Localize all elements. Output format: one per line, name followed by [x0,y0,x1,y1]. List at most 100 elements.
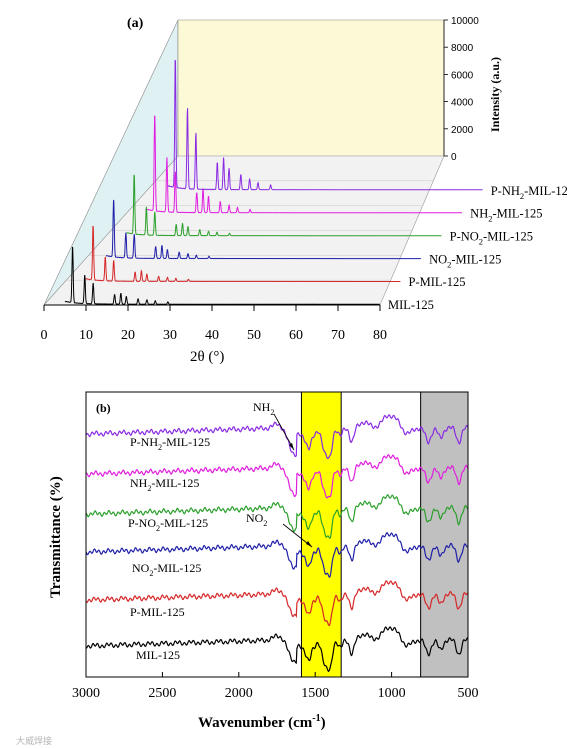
wavenumber-axis-title: Wavenumber (cm-1) [198,713,326,731]
xrd-series-label-part: -MIL-125 [524,184,567,198]
ftir-series-label: P-MIL-125 [130,605,185,619]
xrd-series-label-part: P-NO [450,229,479,243]
xrd-series-label-part: -MIL-125 [451,252,501,266]
xrd-series-label-sub: 2 [447,259,451,269]
ftir-highlight-bands [300,391,469,678]
xrd-series-label: P-MIL-125 [409,275,466,289]
ftir-series-label: P-NH2-MIL-125 [130,435,210,452]
ftir-series-label-part: -MIL-125 [162,435,210,449]
two-theta-axis-title: 2θ (°) [190,349,224,365]
xrd-series-line [64,246,380,305]
xrd-series-line [146,115,462,214]
wavenumber-tick-label: 2500 [148,686,176,701]
wavenumber-axis-title-text: Wavenumber (cm [198,715,313,731]
xrd-back-wall [177,19,445,157]
xrd-series-label: P-NH2-MIL-125 [491,184,567,201]
wavenumber-tick-label: 1000 [378,686,406,701]
ftir-series-line [85,414,469,460]
intensity-tick-label: 4000 [451,98,474,109]
xrd-series-label-part: -MIL-125 [492,207,542,221]
xrd-series-label: NH2-MIL-125 [470,207,542,224]
ftir-plot-border [85,391,469,678]
xrd-series-label-sub: 2 [479,236,483,246]
nh2-annotation-text: NH [253,400,271,414]
wavenumber-axis: 3000 2500 2000 1500 1000 500 [72,672,479,701]
xrd-panel: 0 2000 4000 6000 8000 10000 MIL-125 P-MIL-125 N… [41,16,567,365]
xrd-series-label-sub: 2 [520,191,524,201]
xrd-series-label-sub: 2 [488,214,492,224]
ftir-plot-frame [85,391,469,678]
ftir-series-line [85,454,469,499]
xrd-series-line [126,174,442,237]
ftir-series-label-sub: 2 [156,524,160,533]
ftir-series-line [85,494,469,540]
xrd-series-label-part: NH [470,207,488,221]
nh2-annotation: NH2 [253,400,274,417]
intensity-tick-label: 10000 [451,16,479,27]
ftir-series-label-sub: 2 [158,443,162,452]
ftir-panel: 3000 2500 2000 1500 1000 500 (b) Wavenumber (… [48,391,479,731]
xrd-series-label-part: P-NH [491,184,520,198]
ftir-series-label: NO2-MIL-125 [132,561,201,578]
ftir-series [85,414,469,673]
ftir-series-line [85,626,468,673]
ftir-series-line [85,532,469,578]
wavenumber-tick-label: 3000 [72,686,100,701]
two-theta-tick-label: 10 [79,328,93,343]
nh2-annotation-sub: 2 [270,408,274,417]
ftir-series-label: P-NO2-MIL-125 [128,516,208,533]
ftir-highlight-band [420,391,469,678]
wavenumber-axis-title-sup: -1 [312,713,320,724]
wavenumber-tick-label: 500 [458,686,479,701]
intensity-axis: 0 2000 4000 6000 8000 10000 [443,16,479,163]
two-theta-tick-label: 70 [331,328,345,343]
two-theta-tick-label: 80 [373,328,387,343]
ftir-series-label-part: P-NO [128,516,156,530]
ftir-series-label-part: NO [132,561,150,575]
ftir-series-label-part: -MIL-125 [151,476,199,490]
ftir-highlight-band [300,391,342,678]
panel-b-label: (b) [96,401,111,415]
wavenumber-axis-title-end: ) [321,715,326,731]
watermark: 大威焊接 [16,735,52,746]
ftir-series-label-part: NH [130,476,148,490]
xrd-series: MIL-125P-MIL-125NO2-MIL-125P-NO2-MIL-125… [64,59,567,312]
two-theta-tick-label: 20 [121,328,135,343]
two-theta-tick-label: 0 [41,328,48,343]
intensity-tick-label: 6000 [451,70,474,81]
ftir-series-labels: MIL-125P-MIL-125NO2-MIL-125P-NO2-MIL-125… [128,435,210,662]
wavenumber-tick-label: 2000 [225,686,253,701]
transmittance-axis-title: Transmittance (%) [48,476,64,598]
wavenumber-tick-label: 1500 [301,686,329,701]
xrd-series-line [85,225,401,283]
ftir-series-label-part: -MIL-125 [160,516,208,530]
no2-annotation-sub: 2 [263,519,267,528]
intensity-tick-label: 2000 [451,125,474,136]
xrd-series-line [167,59,483,191]
ftir-series-label: NH2-MIL-125 [130,476,199,493]
panel-a-label: (a) [127,16,144,31]
ftir-series-label-part: P-NH [130,435,158,449]
no2-annotation: NO2 [246,511,267,528]
xrd-series-label-part: NO [429,252,447,266]
two-theta-axis: 0 10 20 30 40 50 60 70 80 [41,304,387,343]
xrd-series-line [105,199,421,260]
intensity-axis-title: Intensity (a.u.) [488,57,502,132]
ftir-series-label: MIL-125 [136,648,180,662]
xrd-series-label: NO2-MIL-125 [429,252,501,269]
xrd-series-label-part: -MIL-125 [483,229,533,243]
ftir-series-label-part: -MIL-125 [153,561,201,575]
no2-arrow-head [306,541,312,547]
xrd-series-label: MIL-125 [388,298,434,312]
intensity-tick-label: 0 [451,152,457,163]
intensity-tick-label: 8000 [451,43,474,54]
ftir-series-label-sub: 2 [149,569,153,578]
xrd-series-label: P-NO2-MIL-125 [450,229,533,246]
two-theta-tick-label: 40 [205,328,219,343]
ftir-series-line [85,580,469,627]
no2-annotation-text: NO [246,511,264,525]
two-theta-tick-label: 60 [289,328,303,343]
two-theta-tick-label: 30 [163,328,177,343]
nh2-arrow-head [289,443,294,450]
